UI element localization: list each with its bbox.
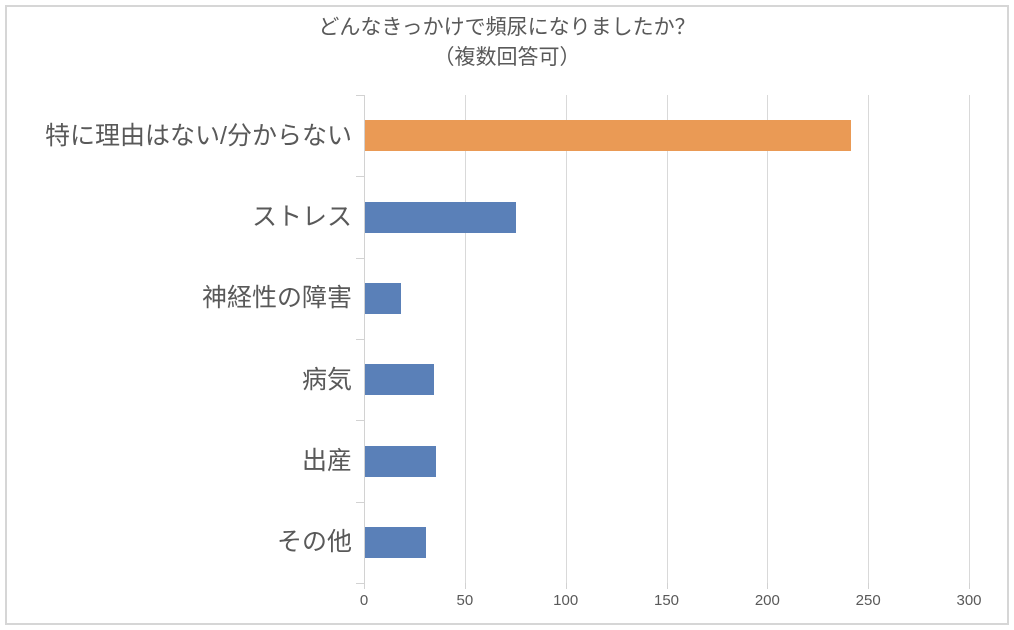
x-axis-tick <box>565 583 567 589</box>
x-axis-tick-label: 0 <box>359 592 369 609</box>
bar-3 <box>365 282 402 314</box>
category-label: 特に理由はない/分からない <box>45 121 352 150</box>
category-axis-tick <box>356 501 364 503</box>
x-axis-tick <box>969 583 970 589</box>
chart-title-line2: （複数回答可） <box>433 46 581 69</box>
x-gridline <box>666 95 668 583</box>
x-gridline <box>868 95 870 583</box>
bar-5 <box>365 445 436 477</box>
category-label: 神経性の障害 <box>201 284 352 313</box>
x-gridline <box>969 95 970 583</box>
x-axis-tick <box>868 583 870 589</box>
category-axis-line <box>364 95 365 589</box>
category-axis-tick <box>356 176 364 178</box>
x-gridline <box>464 95 466 583</box>
bar-1 <box>365 120 852 152</box>
x-axis-tick-label: 150 <box>653 592 680 609</box>
chart-title-line1: どんなきっかけで頻尿になりましたか？ <box>318 16 696 39</box>
category-label: 病気 <box>301 365 352 394</box>
x-axis-tick-label: 250 <box>855 592 881 609</box>
bar-6 <box>365 526 426 558</box>
x-gridline <box>565 95 567 583</box>
x-axis-tick-label: 50 <box>456 592 474 609</box>
x-axis-tick <box>666 583 668 589</box>
bar-4 <box>365 364 434 396</box>
x-axis-tick-label: 300 <box>956 592 982 609</box>
chart-title: どんなきっかけで頻尿になりましたか？ （複数回答可） <box>0 13 1014 73</box>
x-axis-tick-label: 200 <box>754 592 780 609</box>
bar-2 <box>365 201 517 233</box>
category-label: その他 <box>276 528 352 557</box>
x-axis-tick <box>767 583 769 589</box>
category-axis-tick <box>356 420 364 422</box>
chart-frame-border <box>5 5 1009 625</box>
category-label: 出産 <box>301 447 352 475</box>
category-axis-tick <box>356 257 364 259</box>
x-gridline <box>767 95 769 583</box>
x-axis-tick-label: 100 <box>553 592 579 609</box>
category-axis-tick <box>356 339 364 340</box>
category-axis-tick <box>356 583 364 584</box>
x-axis-tick <box>464 583 466 589</box>
category-label: ストレス <box>251 203 352 231</box>
category-axis-tick <box>356 95 364 96</box>
